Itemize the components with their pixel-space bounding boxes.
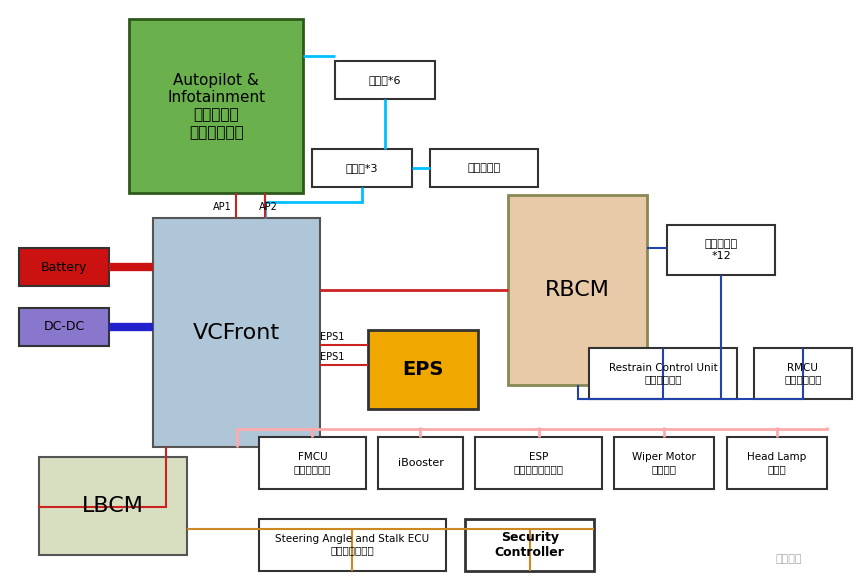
Text: LBCM: LBCM: [82, 496, 144, 516]
FancyBboxPatch shape: [336, 61, 435, 99]
FancyBboxPatch shape: [465, 519, 594, 571]
Text: AP1: AP1: [214, 202, 232, 212]
Text: AP2: AP2: [260, 202, 278, 212]
Text: 摄像头*6: 摄像头*6: [368, 75, 401, 85]
FancyBboxPatch shape: [754, 347, 852, 399]
FancyBboxPatch shape: [368, 330, 477, 409]
Text: RMCU
后电机控制器: RMCU 后电机控制器: [784, 363, 822, 384]
Text: 超声波雷达
*12: 超声波雷达 *12: [704, 240, 738, 261]
Text: Restrain Control Unit
气囊控制单元: Restrain Control Unit 气囊控制单元: [609, 363, 718, 384]
FancyBboxPatch shape: [727, 437, 827, 489]
Text: iBooster: iBooster: [398, 458, 444, 468]
FancyBboxPatch shape: [312, 149, 412, 187]
Text: RBCM: RBCM: [545, 280, 610, 300]
Text: 九章智驾: 九章智驾: [776, 554, 802, 564]
Text: Wiper Motor
雨刮电机: Wiper Motor 雨刮电机: [632, 452, 696, 474]
Text: ESP
车身稳定控制系统: ESP 车身稳定控制系统: [514, 452, 564, 474]
Text: EPS: EPS: [402, 360, 444, 379]
Text: Autopilot &
Infotainment
自动驾驶及
娱乐控制模块: Autopilot & Infotainment 自动驾驶及 娱乐控制模块: [167, 73, 266, 140]
FancyBboxPatch shape: [378, 437, 463, 489]
Text: Steering Angle and Stalk ECU
转向柱控制模块: Steering Angle and Stalk ECU 转向柱控制模块: [275, 534, 429, 556]
FancyBboxPatch shape: [19, 248, 109, 286]
FancyBboxPatch shape: [129, 19, 304, 194]
FancyBboxPatch shape: [153, 219, 320, 447]
FancyBboxPatch shape: [667, 225, 775, 275]
Text: Battery: Battery: [41, 261, 87, 273]
Text: 摄像头*3: 摄像头*3: [346, 163, 379, 173]
Text: Head Lamp
前大灯: Head Lamp 前大灯: [747, 452, 806, 474]
FancyBboxPatch shape: [589, 347, 737, 399]
FancyBboxPatch shape: [475, 437, 602, 489]
Text: EPS1: EPS1: [320, 352, 344, 361]
Text: Security
Controller: Security Controller: [495, 531, 565, 559]
Text: 毫米波雷达: 毫米波雷达: [467, 163, 500, 173]
FancyBboxPatch shape: [508, 195, 647, 385]
FancyBboxPatch shape: [614, 437, 714, 489]
FancyBboxPatch shape: [259, 437, 366, 489]
Text: EPS1: EPS1: [320, 332, 344, 342]
FancyBboxPatch shape: [259, 519, 446, 571]
Text: VCFront: VCFront: [193, 323, 280, 343]
FancyBboxPatch shape: [19, 308, 109, 346]
Text: FMCU
前电机控制器: FMCU 前电机控制器: [293, 452, 331, 474]
FancyBboxPatch shape: [430, 149, 538, 187]
FancyBboxPatch shape: [39, 457, 187, 555]
Text: DC-DC: DC-DC: [43, 320, 85, 333]
